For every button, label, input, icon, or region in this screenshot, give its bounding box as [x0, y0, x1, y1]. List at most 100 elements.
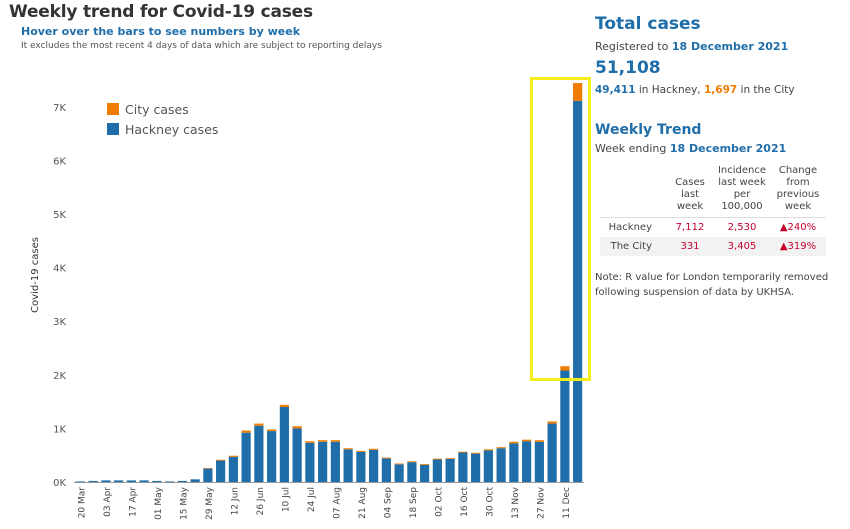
bar-hackney: [216, 460, 226, 482]
x-tick-label: 30 Oct: [485, 487, 495, 517]
bar-city: [496, 447, 506, 449]
bar-hackney: [458, 452, 468, 482]
bar-hackney: [330, 441, 340, 482]
bar-city: [509, 441, 519, 444]
bar-hackney: [75, 481, 85, 483]
x-tick-label: 24 Jul: [307, 487, 317, 512]
y-tick-label: 0K: [53, 478, 66, 489]
bar-hackney: [165, 481, 175, 483]
y-tick-label: 5K: [53, 210, 66, 221]
bar-city: [292, 426, 302, 429]
bar-hackney: [139, 480, 149, 482]
week-ending-prefix: Week ending: [595, 142, 670, 155]
bar-hackney: [203, 468, 213, 482]
bar-city: [522, 439, 532, 442]
legend-item-hackney: Hackney cases: [107, 119, 218, 139]
bar-city: [254, 423, 264, 426]
bar-city: [445, 458, 455, 459]
legend-label-hackney: Hackney cases: [125, 121, 219, 137]
bar-city: [228, 455, 238, 457]
bar-hackney: [381, 458, 391, 482]
bar-hackney: [318, 441, 328, 482]
x-tick-label: 21 Aug: [358, 487, 368, 519]
reporting-note: It excludes the most recent 4 days of da…: [21, 41, 382, 51]
bar-hackney: [407, 462, 417, 482]
bar-hackney: [267, 431, 277, 482]
bar-hackney: [114, 480, 124, 482]
row-label: Hackney: [600, 217, 666, 237]
weekly-trend-table: Cases last week Incidence last week per …: [600, 165, 826, 256]
bar-city: [471, 452, 481, 454]
table-header-change: Change from previous week: [776, 165, 820, 212]
bar-city: [560, 366, 570, 371]
legend-swatch-city: [107, 103, 119, 115]
table-row: The City 331 3,405 ▲319%: [600, 237, 826, 256]
x-tick-label: 13 Nov: [511, 486, 521, 519]
bar-hackney: [522, 441, 532, 482]
bar-city: [318, 440, 328, 442]
x-tick-label: 04 Sep: [383, 487, 393, 519]
total-cases-value: 51,108: [595, 58, 661, 78]
bar-hackney: [241, 432, 251, 482]
x-tick-label: 02 Oct: [434, 487, 444, 517]
bar-hackney: [305, 442, 315, 482]
bar-hackney: [190, 479, 200, 482]
x-tick-label: 07 Aug: [332, 487, 342, 519]
table-header-cases: Cases last week: [675, 177, 705, 212]
table-header-blank: [600, 165, 666, 218]
page-subtitle: Hover over the bars to see numbers by we…: [21, 25, 301, 38]
bar-city: [369, 448, 379, 450]
bar-city: [420, 464, 430, 465]
legend-swatch-hackney: [107, 123, 119, 135]
x-tick-label: 27 Nov: [536, 486, 546, 519]
legend-item-city: City cases: [107, 99, 218, 119]
y-tick-label: 4K: [53, 264, 66, 275]
bar-city: [573, 83, 583, 101]
row-cases: 7,112: [666, 217, 714, 237]
bar-hackney: [279, 406, 289, 482]
bar-hackney: [547, 423, 557, 482]
bar-city: [356, 450, 366, 452]
bar-city: [343, 448, 353, 450]
x-tick-label: 20 Mar: [77, 487, 87, 519]
bar-city: [330, 440, 340, 442]
week-ending-date: 18 December 2021: [669, 142, 787, 155]
weekly-cases-chart[interactable]: Covid-19 cases 0K 1K 2K 3K 4K 5K 6K 7K 20 Mar 03 A…: [0, 0, 600, 529]
page-title: Weekly trend for Covid-19 cases: [9, 2, 313, 22]
row-cases: 331: [666, 237, 714, 256]
row-change: ▲240%: [770, 217, 826, 237]
city-suffix: in the City: [737, 84, 795, 96]
bar-hackney: [369, 449, 379, 482]
y-tick-label: 1K: [53, 424, 66, 435]
bar-hackney: [483, 450, 493, 482]
bar-hackney: [177, 480, 187, 482]
bar-hackney: [101, 480, 111, 482]
bar-hackney: [420, 464, 430, 482]
table-row: Hackney 7,112 2,530 ▲240%: [600, 217, 826, 237]
bar-hackney: [292, 428, 302, 482]
bar-hackney: [88, 480, 98, 482]
bar-hackney: [496, 448, 506, 482]
bar-hackney: [560, 370, 570, 482]
x-tick-label: 18 Sep: [409, 487, 419, 519]
highlight-box: [530, 77, 591, 381]
bar-hackney: [254, 425, 264, 482]
x-tick-label: 11 Dec: [562, 487, 572, 519]
row-change: ▲319%: [770, 237, 826, 256]
weekly-trend-title: Weekly Trend: [595, 122, 702, 138]
registered-prefix: Registered to: [595, 40, 672, 53]
bar-city: [407, 461, 417, 463]
bar-city: [394, 463, 404, 465]
cases-split-line: 49,411 in Hackney, 1,697 in the City: [595, 84, 845, 96]
bar-city: [432, 458, 442, 460]
bar-city: [216, 459, 226, 461]
bar-hackney: [432, 459, 442, 482]
bar-city: [267, 429, 277, 432]
bar-city: [547, 421, 557, 424]
week-ending-line: Week ending 18 December 2021: [595, 142, 845, 155]
bar-city: [534, 440, 544, 442]
bar-city: [305, 441, 315, 443]
bar-city: [279, 404, 289, 407]
bar-hackney: [152, 480, 162, 482]
registered-line: Registered to 18 December 2021: [595, 40, 845, 53]
